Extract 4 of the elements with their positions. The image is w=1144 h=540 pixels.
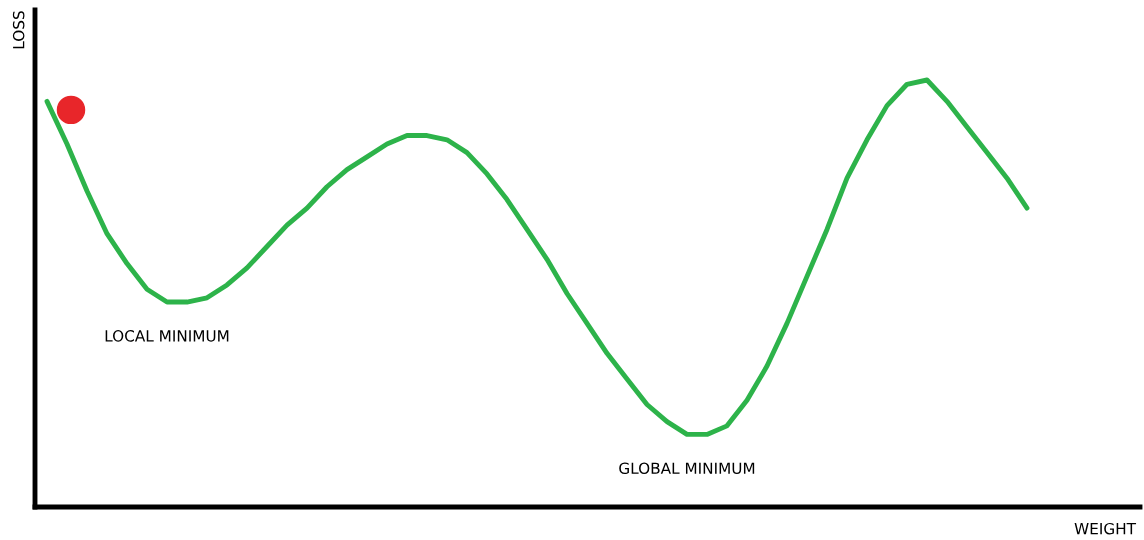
annotation: LOCAL MINIMUM: [105, 330, 229, 342]
x-axis-title: WEIGHT: [1074, 522, 1137, 535]
annotation: GLOBAL MINIMUM: [619, 462, 755, 475]
y-axis-title: LOSS: [12, 11, 25, 49]
